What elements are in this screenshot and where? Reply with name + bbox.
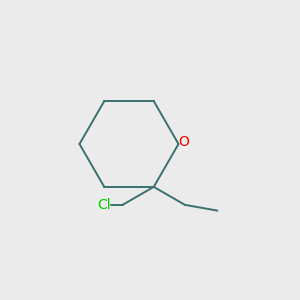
Text: O: O bbox=[178, 136, 189, 149]
Text: Cl: Cl bbox=[97, 198, 111, 212]
